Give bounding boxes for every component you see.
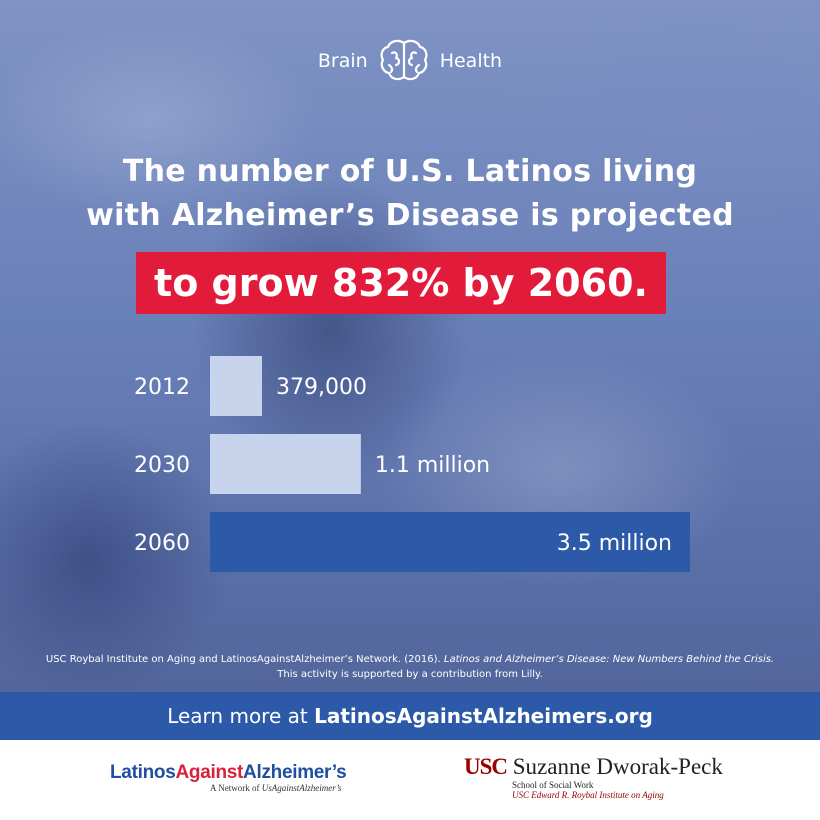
source-line-1: USC Roybal Institute on Aging and Latino… — [0, 652, 820, 667]
brain-health-header: Brain Health — [0, 36, 820, 86]
category-label-2060: 2060 — [134, 531, 190, 556]
header-right-text: Health — [439, 50, 503, 72]
headline-line-1: The number of U.S. Latinos living — [122, 154, 698, 189]
lad-word-2: Against — [175, 762, 244, 783]
value-label-2030: 1.1 million — [375, 453, 490, 478]
usc-mark: USC — [464, 754, 508, 779]
usc-school: School of Social Work — [512, 780, 594, 790]
source-title: Latinos and Alzheimer’s Disease: New Num… — [443, 654, 775, 665]
lad-wordmark: LatinosAgainstAlzheimer’s — [110, 762, 347, 784]
usc-dworak-peck-logo[interactable]: USC Suzanne Dworak-Peck School of Social… — [464, 754, 723, 800]
headline: The number of U.S. Latinos living with A… — [0, 150, 820, 238]
lad-sub-prefix: A Network of — [210, 783, 262, 793]
source-citation: USC Roybal Institute on Aging and Latino… — [0, 652, 820, 682]
cta-bar: Learn more at LatinosAgainstAlzheimers.o… — [0, 692, 820, 740]
source-line-2: This activity is supported by a contribu… — [277, 669, 543, 680]
header-left-text: Brain — [317, 50, 368, 72]
bar-2030 — [210, 434, 361, 494]
bar-2012 — [210, 356, 262, 416]
usc-institute: USC Edward R. Roybal Institute on Aging — [512, 790, 664, 800]
lad-sub-italic: UsAgainstAlzheimer’s — [261, 783, 342, 793]
value-label-2012: 379,000 — [276, 375, 367, 400]
lad-word-3: Alzheimer’s — [243, 762, 347, 783]
cta-prefix: Learn more at — [167, 704, 315, 728]
latinos-against-alzheimers-logo[interactable]: LatinosAgainstAlzheimer’s A Network of U… — [110, 762, 347, 793]
usc-wordmark: USC Suzanne Dworak-Peck — [464, 754, 723, 780]
value-label-2060: 3.5 million — [557, 531, 672, 556]
brain-icon — [380, 39, 428, 81]
headline-highlight: to grow 832% by 2060. — [136, 252, 666, 314]
usc-name: Suzanne Dworak-Peck — [512, 754, 723, 779]
category-label-2030: 2030 — [134, 453, 190, 478]
bar-chart: 2012 379,000 2030 1.1 million 2060 3.5 millio… — [134, 356, 690, 572]
bar-2060 — [210, 512, 690, 572]
lad-subtitle: A Network of UsAgainstAlzheimer’s — [210, 783, 346, 793]
cta-link[interactable]: LatinosAgainstAlzheimers.org — [314, 704, 653, 728]
background-photo — [0, 0, 820, 692]
footer: LatinosAgainstAlzheimer’s A Network of U… — [0, 740, 820, 820]
category-label-2012: 2012 — [134, 375, 190, 400]
headline-line-2: with Alzheimer’s Disease is projected — [86, 198, 734, 233]
lad-word-1: Latinos — [110, 762, 176, 783]
source-prefix: USC Roybal Institute on Aging and Latino… — [45, 654, 444, 665]
